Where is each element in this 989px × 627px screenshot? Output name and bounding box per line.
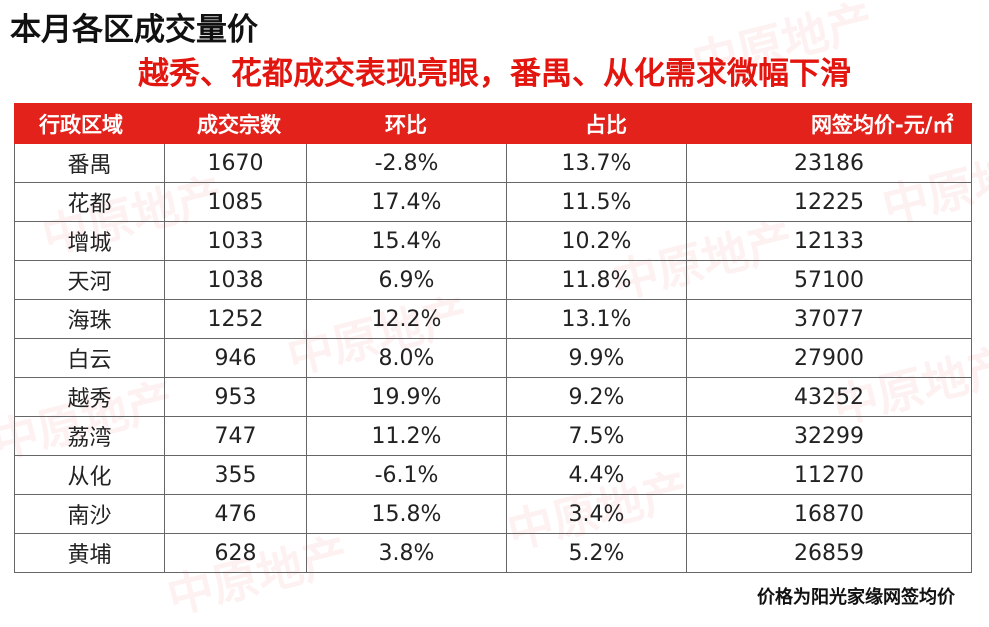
column-header-deal-count: 成交宗数 xyxy=(164,103,307,144)
deal-count-cell: 1038 xyxy=(164,260,307,300)
mom-change-cell: 19.9% xyxy=(306,377,507,417)
deal-count-cell: 1252 xyxy=(164,299,307,339)
mom-change-cell: 15.8% xyxy=(306,494,507,534)
column-header-avg-price: 网签均价-元/㎡ xyxy=(686,103,972,144)
district-volume-price-table: 行政区域 成交宗数 环比 占比 网签均价-元/㎡ 番禺 1670 -2.8% 13.7… xyxy=(14,103,972,573)
share-cell: 9.2% xyxy=(506,377,687,417)
deal-count-cell: 476 xyxy=(164,494,307,534)
deal-count-cell: 1033 xyxy=(164,221,307,261)
table-row: 荔湾 747 11.2% 7.5% 32299 xyxy=(14,416,972,456)
district-cell: 南沙 xyxy=(14,494,165,534)
share-cell: 3.4% xyxy=(506,494,687,534)
avg-price-cell: 26859 xyxy=(686,533,972,573)
table-row: 白云 946 8.0% 9.9% 27900 xyxy=(14,338,972,378)
deal-count-cell: 355 xyxy=(164,455,307,495)
table-row: 花都 1085 17.4% 11.5% 12225 xyxy=(14,182,972,222)
mom-change-cell: 8.0% xyxy=(306,338,507,378)
deal-count-cell: 953 xyxy=(164,377,307,417)
district-cell: 海珠 xyxy=(14,299,165,339)
share-cell: 13.7% xyxy=(506,143,687,183)
mom-change-cell: -2.8% xyxy=(306,143,507,183)
table-row: 海珠 1252 12.2% 13.1% 37077 xyxy=(14,299,972,339)
avg-price-cell: 57100 xyxy=(686,260,972,300)
mom-change-cell: 11.2% xyxy=(306,416,507,456)
district-cell: 从化 xyxy=(14,455,165,495)
mom-change-cell: 12.2% xyxy=(306,299,507,339)
mom-change-cell: 6.9% xyxy=(306,260,507,300)
avg-price-cell: 12133 xyxy=(686,221,972,261)
share-cell: 10.2% xyxy=(506,221,687,261)
share-cell: 5.2% xyxy=(506,533,687,573)
page-subtitle: 越秀、花都成交表现亮眼，番禺、从化需求微幅下滑 xyxy=(138,56,851,92)
district-cell: 荔湾 xyxy=(14,416,165,456)
district-cell: 增城 xyxy=(14,221,165,261)
avg-price-cell: 16870 xyxy=(686,494,972,534)
deal-count-cell: 747 xyxy=(164,416,307,456)
share-cell: 11.5% xyxy=(506,182,687,222)
share-cell: 7.5% xyxy=(506,416,687,456)
avg-price-cell: 27900 xyxy=(686,338,972,378)
price-note: 价格为阳光家缘网签均价 xyxy=(757,587,955,608)
district-cell: 番禺 xyxy=(14,143,165,183)
table-header-row: 行政区域 成交宗数 环比 占比 网签均价-元/㎡ xyxy=(14,103,972,144)
table-row: 番禺 1670 -2.8% 13.7% 23186 xyxy=(14,143,972,183)
share-cell: 13.1% xyxy=(506,299,687,339)
table-row: 增城 1033 15.4% 10.2% 12133 xyxy=(14,221,972,261)
avg-price-cell: 32299 xyxy=(686,416,972,456)
avg-price-cell: 11270 xyxy=(686,455,972,495)
column-header-district: 行政区域 xyxy=(14,103,165,144)
deal-count-cell: 946 xyxy=(164,338,307,378)
district-cell: 白云 xyxy=(14,338,165,378)
share-cell: 11.8% xyxy=(506,260,687,300)
district-cell: 花都 xyxy=(14,182,165,222)
page-title: 本月各区成交量价 xyxy=(10,12,258,48)
avg-price-cell: 23186 xyxy=(686,143,972,183)
table-row: 南沙 476 15.8% 3.4% 16870 xyxy=(14,494,972,534)
deal-count-cell: 628 xyxy=(164,533,307,573)
share-cell: 9.9% xyxy=(506,338,687,378)
table-row: 黄埔 628 3.8% 5.2% 26859 xyxy=(14,533,972,573)
district-cell: 天河 xyxy=(14,260,165,300)
table-row: 天河 1038 6.9% 11.8% 57100 xyxy=(14,260,972,300)
mom-change-cell: 15.4% xyxy=(306,221,507,261)
table-row: 从化 355 -6.1% 4.4% 11270 xyxy=(14,455,972,495)
avg-price-cell: 37077 xyxy=(686,299,972,339)
district-cell: 黄埔 xyxy=(14,533,165,573)
avg-price-cell: 43252 xyxy=(686,377,972,417)
table-row: 越秀 953 19.9% 9.2% 43252 xyxy=(14,377,972,417)
deal-count-cell: 1670 xyxy=(164,143,307,183)
mom-change-cell: 17.4% xyxy=(306,182,507,222)
column-header-share: 占比 xyxy=(506,103,687,144)
mom-change-cell: 3.8% xyxy=(306,533,507,573)
district-cell: 越秀 xyxy=(14,377,165,417)
deal-count-cell: 1085 xyxy=(164,182,307,222)
mom-change-cell: -6.1% xyxy=(306,455,507,495)
column-header-mom-change: 环比 xyxy=(306,103,507,144)
share-cell: 4.4% xyxy=(506,455,687,495)
avg-price-cell: 12225 xyxy=(686,182,972,222)
